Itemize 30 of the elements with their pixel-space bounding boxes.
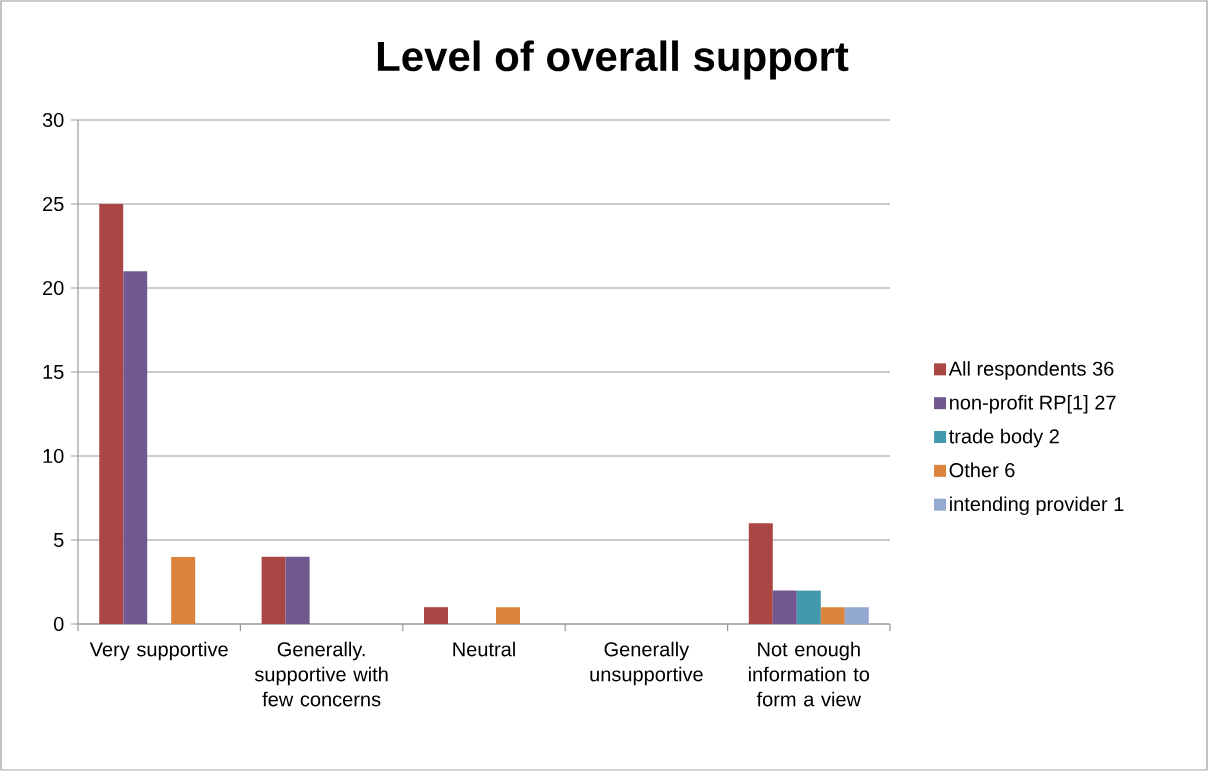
bar xyxy=(820,607,845,624)
bar xyxy=(496,607,520,624)
y-tick-label: 15 xyxy=(43,365,64,379)
x-tick-label: Not enough information to form a view xyxy=(748,641,870,707)
y-tick-label: 25 xyxy=(43,196,64,212)
bar xyxy=(99,203,124,624)
bar xyxy=(171,556,196,624)
y-tick-label: 5 xyxy=(53,533,64,547)
bar xyxy=(772,590,797,624)
bar xyxy=(424,607,448,624)
y-tick-label: 0 xyxy=(53,616,64,632)
y-tick-label: 10 xyxy=(43,448,64,464)
y-tick-label: 20 xyxy=(43,280,64,296)
bar xyxy=(261,556,286,624)
legend-label: Other 6 xyxy=(949,462,1015,478)
bar xyxy=(844,607,869,624)
legend-label: All respondents 36 xyxy=(948,361,1114,380)
bar xyxy=(285,556,310,624)
x-tick-label: Generally. supportive with few concerns xyxy=(254,641,388,707)
legend-label: non-profit RP[1] 27 xyxy=(950,394,1116,414)
legend-label: trade body 2 xyxy=(949,428,1059,448)
x-tick-label: Neutral xyxy=(453,641,515,657)
bar xyxy=(748,523,773,624)
x-tick-label: Generally unsupportive xyxy=(590,641,703,686)
y-tick-label: 30 xyxy=(42,112,64,128)
chart-title: Level of overall support xyxy=(377,40,849,80)
bar xyxy=(123,271,148,624)
legend-label: intending provider 1 xyxy=(950,496,1124,516)
x-tick-label: Very supportive xyxy=(89,641,228,661)
bar xyxy=(796,590,821,624)
